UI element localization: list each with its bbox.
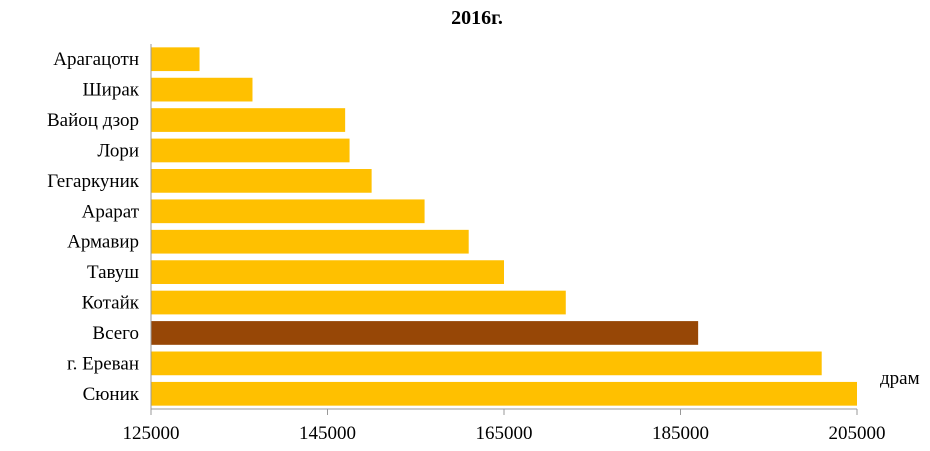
bar-5 [151, 169, 372, 193]
unit-label: драм [880, 368, 920, 389]
bar-3 [151, 108, 346, 132]
x-tick-label: 125000 [123, 423, 180, 444]
bar-7 [151, 229, 469, 254]
category-label: Гегаркуник [47, 171, 139, 192]
x-tick-label: 185000 [652, 423, 709, 444]
category-label: Вайоц дзор [47, 110, 139, 131]
category-label: Армавир [67, 232, 139, 253]
category-label: г. Ереван [67, 353, 139, 374]
bar-6 [151, 199, 425, 224]
bar-2 [151, 77, 253, 102]
category-label: Сюник [83, 384, 140, 405]
category-label: Арагацотн [53, 49, 139, 70]
category-label: Тавуш [87, 262, 139, 283]
category-labels: Арагацотн Ширак Вайоц дзор Лори Гегаркуник Ар… [47, 49, 140, 405]
category-label: Котайк [82, 293, 140, 314]
bar-4 [151, 138, 350, 163]
x-tick-label: 205000 [829, 423, 886, 444]
bar-8 [151, 260, 504, 284]
x-tick-label: 165000 [476, 423, 533, 444]
x-ticks: 125000 145000 165000 185000 205000 [123, 409, 886, 444]
bar-10 [151, 321, 699, 345]
category-label: Ширак [83, 80, 140, 101]
category-label: Лори [97, 140, 139, 161]
x-tick-label: 145000 [299, 423, 356, 444]
chart-title: 2016г. [451, 7, 503, 29]
category-label: Всего [92, 323, 139, 344]
bar-9 [151, 290, 566, 315]
category-label: Арарат [82, 201, 140, 222]
bars-group [151, 47, 857, 406]
bar-1 [151, 47, 200, 72]
bar-11 [151, 351, 822, 376]
bar-12 [151, 381, 857, 406]
